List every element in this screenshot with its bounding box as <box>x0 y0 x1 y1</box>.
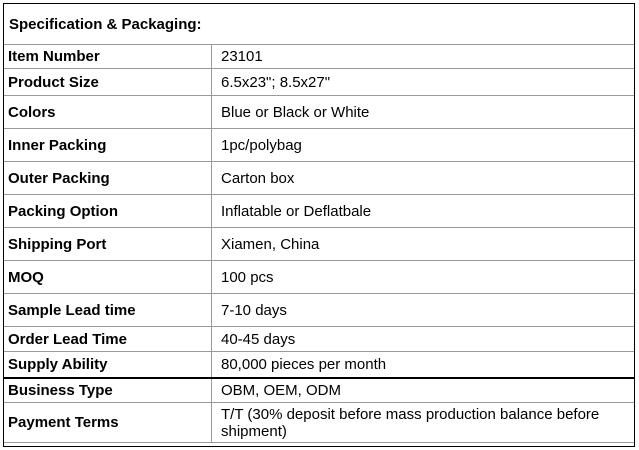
table-row: Outer Packing Carton box <box>3 161 635 195</box>
row-label: Supply Ability <box>3 351 212 378</box>
row-value: 6.5x23"; 8.5x27" <box>211 68 635 96</box>
row-label: MOQ <box>3 260 212 294</box>
row-value: Inflatable or Deflatbale <box>211 194 635 228</box>
row-value: OBM, OEM, ODM <box>211 376 635 403</box>
row-label: Payment Terms <box>3 402 212 443</box>
row-value: 23101 <box>211 44 635 69</box>
row-label: Colors <box>3 95 212 129</box>
row-value: Carton box <box>211 161 635 195</box>
row-value: 100 pcs <box>211 260 635 294</box>
row-value: Blue or Black or White <box>211 95 635 129</box>
row-label: Outer Packing <box>3 161 212 195</box>
row-value: 7-10 days <box>211 293 635 327</box>
row-label: Item Number <box>3 44 212 69</box>
table-row: Item Number 23101 <box>3 44 635 69</box>
row-value: 40-45 days <box>211 326 635 352</box>
table-row: Sample Lead time 7-10 days <box>3 293 635 327</box>
table-row: Inner Packing 1pc/polybag <box>3 128 635 162</box>
table-title: Specification & Packaging: <box>3 3 635 45</box>
row-label: Packing Option <box>3 194 212 228</box>
row-value: 80,000 pieces per month <box>211 351 635 378</box>
table-title-row: Specification & Packaging: <box>3 3 635 45</box>
row-label: Sample Lead time <box>3 293 212 327</box>
table-row: Order Lead Time 40-45 days <box>3 326 635 352</box>
table-row: Payment Terms T/T (30% deposit before ma… <box>3 402 635 443</box>
row-label: Business Type <box>3 376 212 403</box>
row-label: Inner Packing <box>3 128 212 162</box>
row-value: T/T (30% deposit before mass production … <box>211 402 635 443</box>
table-row: Shipping Port Xiamen, China <box>3 227 635 261</box>
specification-table: Specification & Packaging: Item Number 2… <box>3 3 635 443</box>
table-row: MOQ 100 pcs <box>3 260 635 294</box>
row-value: 1pc/polybag <box>211 128 635 162</box>
row-label: Shipping Port <box>3 227 212 261</box>
table-row: Supply Ability 80,000 pieces per month <box>3 351 635 378</box>
table-row: Product Size 6.5x23"; 8.5x27" <box>3 68 635 96</box>
row-value: Xiamen, China <box>211 227 635 261</box>
table-row: Colors Blue or Black or White <box>3 95 635 129</box>
table-row: Packing Option Inflatable or Deflatbale <box>3 194 635 228</box>
row-label: Order Lead Time <box>3 326 212 352</box>
row-label: Product Size <box>3 68 212 96</box>
table-row: Business Type OBM, OEM, ODM <box>3 376 635 403</box>
